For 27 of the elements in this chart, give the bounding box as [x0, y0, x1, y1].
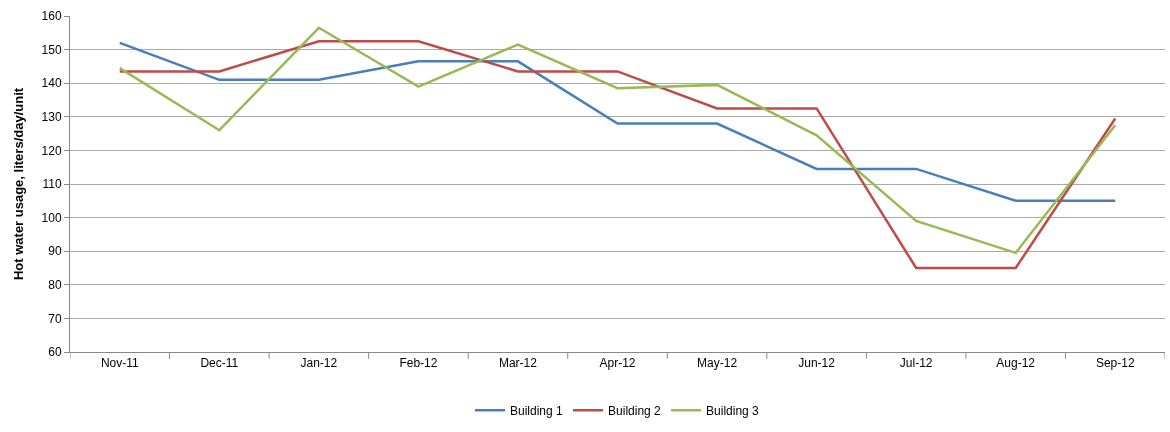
legend-label: Building 2	[608, 403, 662, 418]
x-tick-label: Mar-12	[498, 356, 538, 371]
y-tick-label: 90	[48, 244, 62, 259]
x-tick-label: Sep-12	[1095, 356, 1135, 371]
y-tick-label: 160	[41, 9, 62, 24]
y-tick-label: 60	[48, 345, 62, 360]
legend-label: Building 1	[510, 403, 564, 418]
legend-label: Building 3	[706, 403, 760, 418]
x-tick-label: Feb-12	[399, 356, 438, 371]
x-tick-label: May-12	[697, 356, 738, 371]
y-tick-label: 70	[48, 311, 62, 326]
x-tick-label: Dec-11	[200, 356, 239, 371]
x-tick-label: Jan-12	[300, 356, 338, 371]
x-tick-label: Jul-12	[899, 356, 933, 371]
y-tick-label: 130	[41, 110, 62, 124]
x-tick-label: Apr-12	[599, 356, 636, 371]
y-axis-title: Hot water usage, liters/day/unit	[10, 87, 26, 281]
x-tick-label: Jun-12	[798, 356, 836, 371]
line-series	[118, 41, 1117, 203]
x-tick-label: Aug-12	[996, 356, 1036, 371]
y-tick-label: 150	[41, 42, 62, 57]
y-tick-label: 110	[42, 177, 62, 192]
y-tick-label: 140	[41, 76, 62, 91]
y-tick-label: 100	[41, 210, 62, 225]
y-tick-label: 120	[41, 143, 62, 158]
y-tick-label: 80	[48, 278, 62, 292]
x-tick-label: Nov-11	[100, 356, 139, 371]
